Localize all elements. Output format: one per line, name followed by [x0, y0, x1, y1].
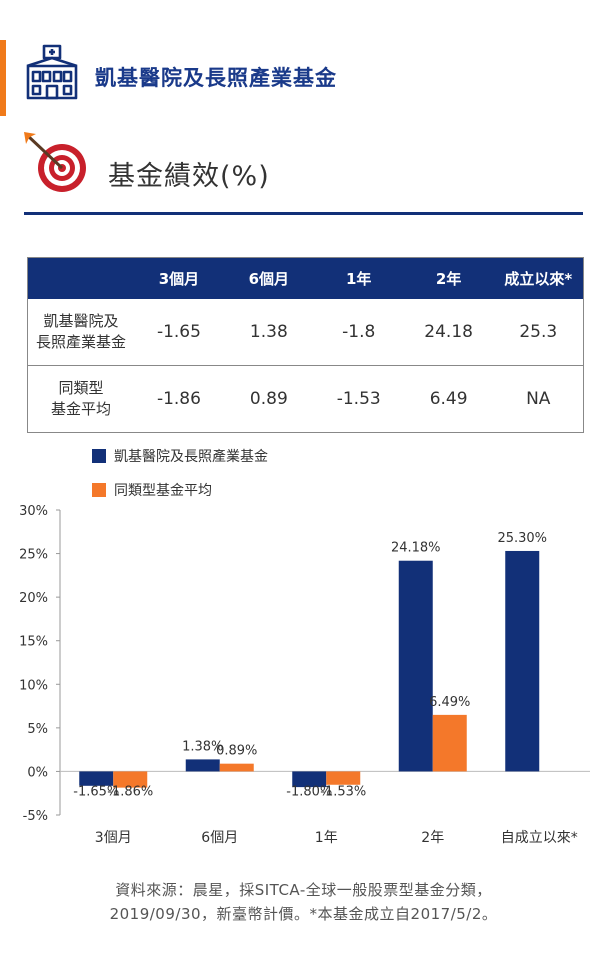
- data-label: -1.80%: [286, 784, 332, 799]
- row-label-line: 長照產業基金: [35, 333, 126, 351]
- performance-table: 3個月 6個月 1年 2年 成立以來* 凱基醫院及 長照產業基金 -1.65 1…: [27, 257, 584, 433]
- data-label: 1.38%: [182, 739, 223, 754]
- row-label-line: 凱基醫院及: [43, 312, 119, 330]
- target-icon: [24, 132, 86, 192]
- table-cell: -1.65: [134, 299, 224, 366]
- hospital-icon: [26, 44, 78, 100]
- chart-bar: [185, 759, 220, 772]
- x-tick-label: 2年: [421, 830, 444, 846]
- table-cell: -1.86: [156, 389, 201, 409]
- table-cell: 1.38: [223, 299, 314, 366]
- table-header-cell: 1年: [313, 257, 404, 299]
- chart-bar: [432, 714, 467, 772]
- y-tick-label: 15%: [19, 635, 48, 650]
- legend-label: 凱基醫院及長照產業基金: [114, 449, 268, 465]
- source-note: 資料來源：晨星，採SITCA-全球一般股票型基金分類， 2019/09/30，新…: [40, 878, 567, 926]
- x-tick-label: 3個月: [95, 830, 132, 846]
- bar-chart: 30% 25% 20% 15% 10% 5% 0% -5% 3個月 -1.65%-1.86% 6個月…: [19, 504, 590, 846]
- y-tick-label: 20%: [19, 591, 48, 606]
- table-row: 同類型 基金平均 -1.86 0.89 -1.53 6.49 NA: [28, 366, 584, 433]
- table-cell: 24.18: [403, 299, 494, 366]
- y-tick-label: 5%: [27, 722, 48, 737]
- table-cell: 25.3: [493, 299, 584, 366]
- table-header-cell: 6個月: [223, 257, 314, 299]
- chart-bar: [326, 771, 361, 785]
- table-cell: 6.49: [429, 389, 468, 409]
- chart-bar: [113, 771, 148, 788]
- table-cell: NA: [526, 389, 551, 409]
- data-label: 24.18%: [391, 541, 441, 556]
- table-header-cell: [27, 257, 134, 299]
- data-label: -1.53%: [320, 784, 366, 799]
- y-tick-label: 10%: [19, 678, 48, 693]
- chart-bar: [219, 763, 254, 772]
- table-header-row: 3個月 6個月 1年 2年 成立以來*: [27, 257, 584, 299]
- legend-item: 同類型基金平均: [92, 480, 268, 500]
- y-tick-label: 0%: [27, 765, 48, 780]
- table-row: 凱基醫院及 長照產業基金 -1.65 1.38 -1.8 24.18 25.3: [27, 299, 584, 366]
- table-cell: -1.53: [336, 389, 381, 409]
- row-label-line: 同類型: [58, 379, 104, 397]
- table-cell: -1.8: [313, 299, 404, 366]
- chart-bar: [505, 550, 540, 772]
- x-tick-label: 6個月: [201, 830, 238, 846]
- row-label: 凱基醫院及 長照產業基金: [27, 299, 134, 366]
- table-cell: 0.89: [249, 389, 288, 409]
- source-line: 資料來源：晨星，採SITCA-全球一般股票型基金分類，: [115, 881, 492, 899]
- legend-swatch: [92, 483, 106, 497]
- y-tick-label: 30%: [19, 504, 48, 519]
- chart-bar: [79, 771, 114, 786]
- table-header-cell: 3個月: [134, 257, 224, 299]
- table-header-cell: 成立以來*: [493, 257, 584, 299]
- accent-bar: [0, 40, 6, 116]
- y-tick-label: -5%: [23, 809, 48, 824]
- data-label: -1.86%: [107, 784, 153, 799]
- data-label: -1.65%: [73, 784, 119, 799]
- table-header-cell: 2年: [403, 257, 494, 299]
- data-label: 0.89%: [216, 744, 257, 759]
- title-divider: [24, 212, 583, 215]
- legend-label: 同類型基金平均: [114, 483, 212, 499]
- data-label: 6.49%: [429, 695, 470, 710]
- x-tick-label: 自成立以來*: [501, 830, 578, 846]
- fund-name: 凱基醫院及長照產業基金: [95, 66, 337, 90]
- row-label: 同類型 基金平均: [28, 366, 135, 433]
- x-tick-label: 1年: [315, 830, 338, 846]
- chart-legend: 凱基醫院及長照產業基金 同類型基金平均: [92, 446, 268, 514]
- legend-item: 凱基醫院及長照產業基金: [92, 446, 268, 466]
- y-tick-label: 25%: [19, 548, 48, 563]
- section-title: 基金績效(%): [108, 161, 270, 192]
- row-label-line: 基金平均: [50, 400, 111, 418]
- source-line: 2019/09/30，新臺幣計價。*本基金成立自2017/5/2。: [109, 905, 498, 923]
- legend-swatch: [92, 449, 106, 463]
- chart-bar: [292, 771, 327, 788]
- data-label: 25.30%: [497, 531, 547, 546]
- chart-bar: [398, 560, 433, 772]
